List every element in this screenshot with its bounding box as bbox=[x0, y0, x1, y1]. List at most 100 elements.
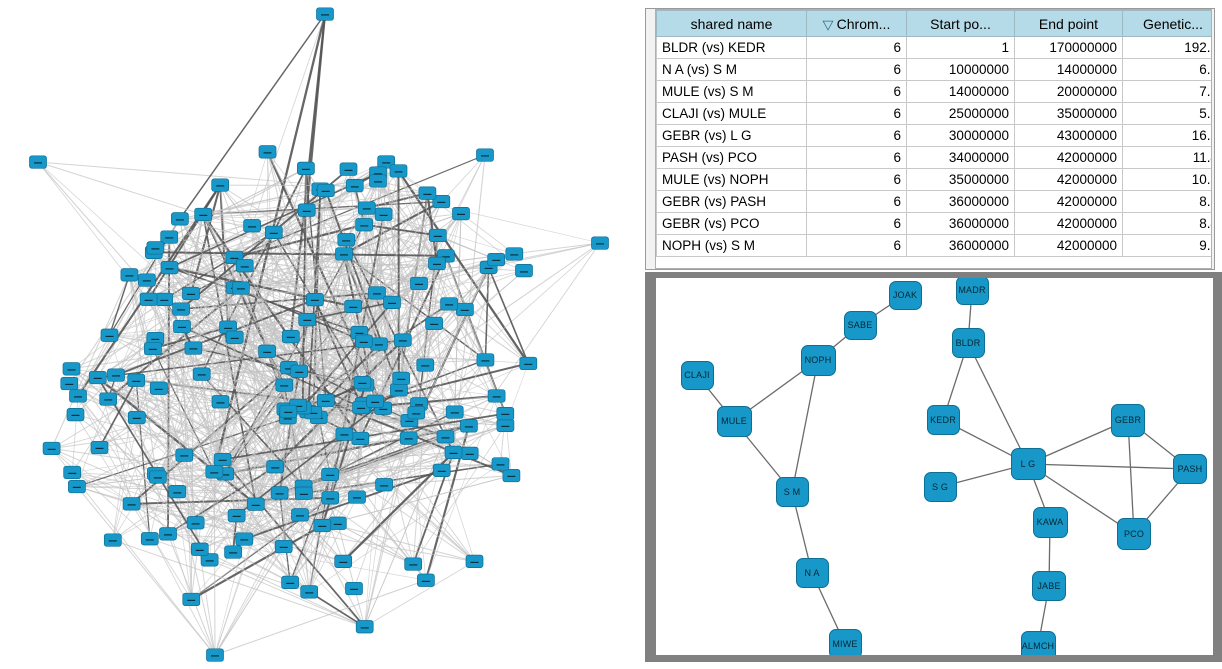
main-network-node[interactable] bbox=[515, 264, 533, 278]
main-network-node[interactable] bbox=[279, 404, 298, 419]
main-network-node[interactable] bbox=[107, 368, 125, 382]
main-network-node[interactable] bbox=[63, 465, 82, 480]
main-network-node[interactable] bbox=[137, 273, 156, 287]
subnetwork-node-madr[interactable]: MADR bbox=[955, 278, 989, 305]
main-network-node[interactable] bbox=[354, 334, 373, 348]
main-network-node[interactable] bbox=[306, 293, 324, 307]
main-network-node[interactable] bbox=[62, 362, 81, 376]
main-network-node[interactable] bbox=[42, 441, 61, 456]
column-header-start-point[interactable]: Start po... bbox=[906, 10, 1015, 37]
main-network-node[interactable] bbox=[476, 353, 495, 367]
main-network-node[interactable] bbox=[519, 356, 538, 371]
main-network-node[interactable] bbox=[487, 252, 506, 267]
subnetwork-node-sabe[interactable]: SABE bbox=[843, 310, 877, 340]
main-network-node[interactable] bbox=[69, 389, 87, 403]
main-network-node[interactable] bbox=[432, 194, 451, 209]
main-network-node[interactable] bbox=[194, 207, 213, 222]
main-network-node[interactable] bbox=[505, 247, 524, 261]
subnetwork-node-kawa[interactable]: KAWA bbox=[1032, 506, 1068, 538]
main-network-node[interactable] bbox=[337, 233, 356, 247]
main-network-node[interactable] bbox=[410, 276, 428, 291]
main-network-node[interactable] bbox=[171, 212, 189, 226]
main-network-node[interactable] bbox=[357, 201, 376, 215]
main-network-node[interactable] bbox=[487, 389, 506, 403]
main-network-node[interactable] bbox=[149, 381, 168, 395]
main-network-node[interactable] bbox=[444, 445, 463, 459]
main-network-node[interactable] bbox=[295, 486, 313, 500]
subnetwork-node-mule[interactable]: MULE bbox=[716, 405, 752, 437]
main-network-node[interactable] bbox=[416, 358, 435, 372]
main-network-node[interactable] bbox=[445, 405, 464, 419]
main-network-node[interactable] bbox=[173, 319, 191, 334]
main-network-node[interactable] bbox=[375, 478, 393, 492]
main-network-node[interactable] bbox=[149, 470, 167, 484]
main-network-node[interactable] bbox=[345, 581, 363, 596]
main-network-node[interactable] bbox=[432, 463, 451, 477]
column-header-chromosome[interactable]: ▽ Chrom... bbox=[806, 10, 907, 37]
main-network-node[interactable] bbox=[246, 497, 265, 511]
subnetwork-node-jabe[interactable]: JABE bbox=[1032, 571, 1066, 601]
main-network-node[interactable] bbox=[184, 341, 203, 355]
main-network-node[interactable] bbox=[334, 554, 353, 568]
main-network-view[interactable]: ▬▬ ▬▬ ▬▬ ▬▬ ▬▬ ▬▬ ▬▬ ▬▬ ▬▬ ▬▬ ▬▬ ▬▬ ▬▬ ▬▬ ▬▬ ▬▬ ▬▬ ▬▬ ▬▬ ▬▬… bbox=[0, 0, 645, 669]
main-network-node[interactable] bbox=[321, 467, 339, 482]
main-network-node[interactable] bbox=[213, 452, 232, 467]
main-network-node[interactable] bbox=[90, 440, 109, 455]
main-network-node[interactable] bbox=[60, 376, 79, 391]
main-network-node[interactable] bbox=[122, 497, 141, 511]
main-network-node[interactable] bbox=[383, 295, 401, 309]
main-network-node[interactable] bbox=[281, 330, 300, 344]
main-network-node[interactable] bbox=[399, 431, 418, 445]
main-network-node[interactable] bbox=[159, 527, 177, 541]
subnetwork-node-pco[interactable]: PCO bbox=[1117, 518, 1151, 550]
subnetwork-node-s-g[interactable]: S G bbox=[923, 472, 957, 502]
main-network-node[interactable] bbox=[502, 468, 521, 483]
main-network-node[interactable] bbox=[440, 297, 458, 311]
main-network-node[interactable] bbox=[175, 448, 194, 462]
main-network-node[interactable] bbox=[425, 316, 443, 331]
main-network-node[interactable] bbox=[297, 203, 316, 217]
main-network-node[interactable] bbox=[160, 230, 179, 244]
main-network-node[interactable] bbox=[316, 7, 334, 21]
main-network-node[interactable] bbox=[99, 392, 118, 406]
main-network-node[interactable] bbox=[275, 378, 294, 392]
main-network-node[interactable] bbox=[211, 178, 230, 192]
main-network-node[interactable] bbox=[407, 406, 426, 420]
main-network-node[interactable] bbox=[140, 532, 159, 546]
main-network-node[interactable] bbox=[206, 648, 224, 662]
subnetwork-node-n-a[interactable]: N A bbox=[795, 558, 829, 588]
main-network-node[interactable] bbox=[211, 395, 230, 409]
main-network-node[interactable] bbox=[224, 545, 242, 559]
main-network-node[interactable] bbox=[243, 219, 261, 233]
column-header-shared-name[interactable]: shared name bbox=[656, 10, 807, 37]
subnetwork-node-kedr[interactable]: KEDR bbox=[926, 405, 960, 435]
main-network-node[interactable] bbox=[127, 373, 146, 387]
main-network-node[interactable] bbox=[172, 302, 190, 316]
edge-table-panel[interactable]: shared name ▽ Chrom... Start po... End po… bbox=[645, 8, 1215, 270]
main-network-node[interactable] bbox=[366, 394, 384, 408]
subnetwork-edge[interactable] bbox=[791, 359, 819, 493]
main-network-node[interactable] bbox=[316, 183, 335, 198]
main-network-node[interactable] bbox=[335, 247, 353, 261]
main-network-node[interactable] bbox=[374, 207, 393, 221]
main-network-node[interactable] bbox=[355, 218, 374, 232]
subnetwork-node-claji[interactable]: CLAJI bbox=[680, 360, 714, 390]
main-network-node[interactable] bbox=[235, 532, 254, 546]
subnetwork-edge[interactable] bbox=[1027, 463, 1135, 535]
subnetwork-node-joak[interactable]: JOAK bbox=[888, 280, 922, 310]
main-network-canvas[interactable]: ▬▬ ▬▬ ▬▬ ▬▬ ▬▬ ▬▬ ▬▬ ▬▬ ▬▬ ▬▬ ▬▬ ▬▬ ▬▬ ▬▬ ▬▬ ▬▬ ▬▬ ▬▬ ▬▬ ▬▬… bbox=[0, 0, 645, 669]
main-network-node[interactable] bbox=[393, 333, 412, 347]
main-network-node[interactable] bbox=[274, 539, 293, 554]
subnetwork-node-l-g[interactable]: L G bbox=[1010, 448, 1046, 480]
main-network-node[interactable] bbox=[392, 371, 411, 385]
main-network-node[interactable] bbox=[139, 292, 158, 306]
main-network-node[interactable] bbox=[281, 575, 299, 589]
main-network-node[interactable] bbox=[417, 573, 435, 587]
column-header-end-point[interactable]: End point bbox=[1014, 10, 1123, 37]
main-network-node[interactable] bbox=[258, 145, 277, 159]
